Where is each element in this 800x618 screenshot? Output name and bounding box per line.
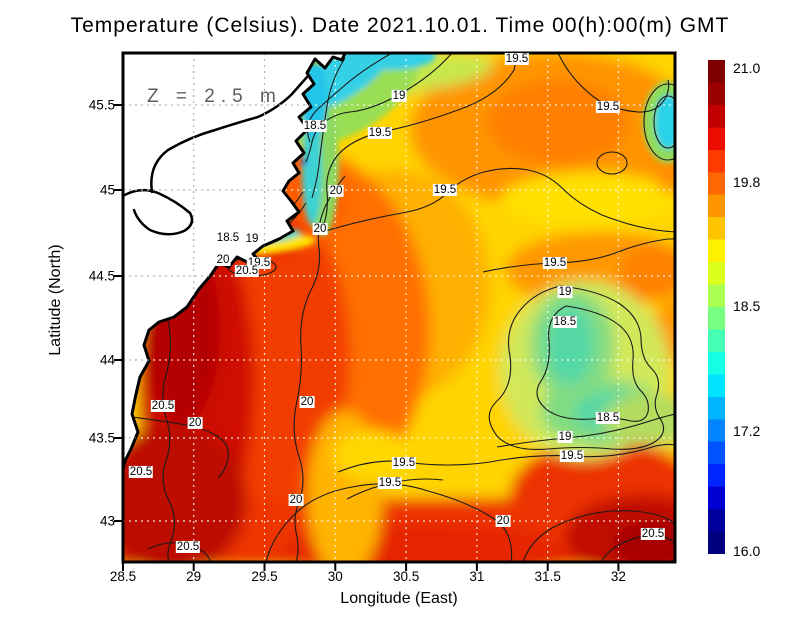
contour-label: 20 [288,493,304,507]
contour-label: 20 [299,395,315,409]
contour-label: 20 [328,184,344,198]
contour-label: 20.5 [150,399,176,413]
contour-label: 19 [391,89,407,103]
contour-label: 19.5 [377,476,403,490]
contour-label: 20.5 [640,527,666,541]
x-tick-label: 29.5 [251,569,278,584]
colorbar-gradient [708,60,725,554]
contour-label: 18.5 [302,119,328,133]
contour-label: 18.5 [595,411,621,425]
y-tick-label: 45.5 [88,97,115,113]
contour-label: 19 [557,285,573,299]
colorbar-label: 18.5 [733,298,761,314]
x-tick-label: 28.5 [109,569,137,584]
x-tick-label: 29 [186,569,202,584]
contour-label: 20.5 [128,465,154,479]
land-mass [123,53,347,471]
contour-label: 19.5 [432,183,458,197]
y-tick-label: 44.5 [88,268,115,284]
colorbar-label: 21.0 [733,60,761,76]
contour-label: 19.5 [367,126,393,140]
y-tick-label: 43.5 [88,430,115,446]
contour-label: 20 [187,416,203,430]
colorbar-label: 16.0 [733,543,761,559]
danube-river [150,75,309,194]
danube-river-loop [123,188,194,236]
contour-label: 20 [495,514,511,528]
contour-label: 19.5 [595,100,621,114]
colorbar-label: 17.2 [733,423,761,439]
colorbar-label: 19.8 [733,174,761,190]
x-tick-label: 31 [469,569,485,584]
y-axis-title: Latitude (North) [47,244,64,356]
x-tick-label: 30.5 [392,569,420,584]
contour-label: 20 [312,222,328,236]
x-axis-title: Longitude (East) [340,590,458,607]
contour-label: 19.5 [391,456,417,470]
plot-border [121,51,677,564]
contour-label: 19.5 [559,449,585,463]
depth-annotation: Z = 2.5 m [147,86,282,107]
contour-label: 20.5 [175,540,201,554]
plot-title: Temperature (Celsius). Date 2021.10.01. … [70,14,730,37]
contour-label: 20 [215,253,231,267]
contour-label: 19.5 [504,52,530,66]
contour-label: 20.5 [234,264,260,278]
contour-label: 18.5 [215,231,241,245]
y-tick-label: 43 [99,513,115,529]
x-tick-label: 32 [610,569,626,584]
coastline [123,53,347,471]
x-tick-label: 30 [327,569,343,584]
y-tick-label: 45 [99,182,115,198]
contour-label: 19.5 [542,256,568,270]
y-tick-label: 44 [99,352,115,368]
x-tick-label: 31.5 [534,569,561,584]
contour-label: 19 [244,232,260,246]
contour-label: 18.5 [552,315,578,329]
contour-label: 19 [557,430,573,444]
